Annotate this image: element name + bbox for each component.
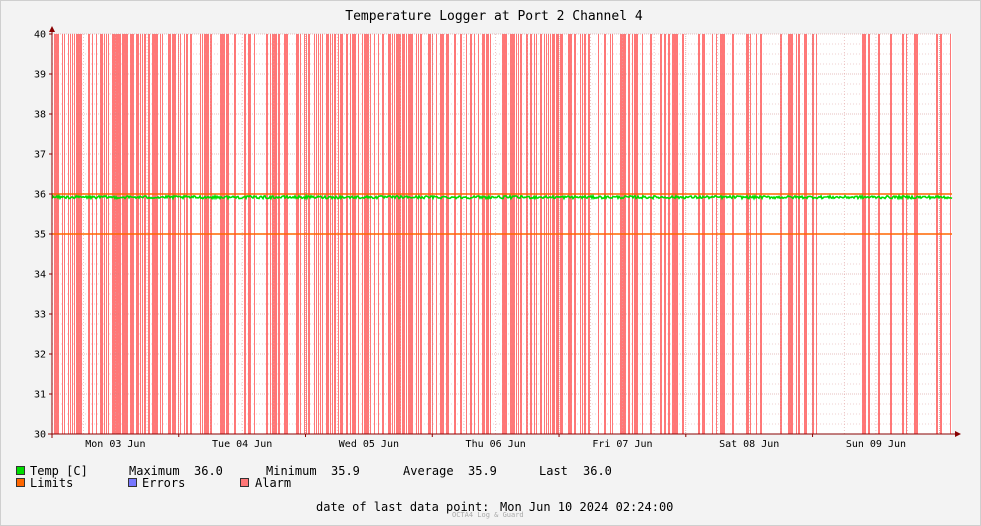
y-tick-label: 37 bbox=[34, 150, 46, 161]
y-tick-label: 40 bbox=[34, 30, 46, 41]
x-tick-label: Thu 06 Jun bbox=[466, 439, 526, 450]
temp-swatch bbox=[16, 466, 25, 475]
y-tick-label: 31 bbox=[34, 390, 46, 401]
chart-svg: Temperature Logger at Port 2 Channel 4 3… bbox=[34, 9, 961, 450]
legend-last-label: Last bbox=[539, 464, 568, 478]
x-tick-layer: Mon 03 Jun Tue 04 Jun Wed 05 Jun Thu 06 Jun… bbox=[51, 434, 906, 450]
series-layer bbox=[51, 193, 953, 201]
y-axis-arrow bbox=[49, 26, 55, 32]
y-tick-label: 30 bbox=[34, 430, 46, 441]
limits-swatch bbox=[16, 478, 25, 487]
legend-temp-label: Temp [C] bbox=[30, 464, 88, 478]
x-tick-label: Wed 05 Jun bbox=[339, 439, 399, 450]
legend-max-label: Maximum bbox=[129, 464, 180, 478]
y-tick-label: 35 bbox=[34, 230, 46, 241]
x-tick-label: Tue 04 Jun bbox=[212, 439, 272, 450]
y-tick-label: 32 bbox=[34, 350, 46, 361]
footer-watermark: OCTA4 Log & Guard bbox=[452, 511, 524, 519]
errors-swatch bbox=[128, 478, 137, 487]
legend-last-value: 36.0 bbox=[583, 464, 612, 478]
limit-layer bbox=[52, 193, 952, 235]
legend-min-value: 35.9 bbox=[331, 464, 360, 478]
temp-series-line bbox=[51, 193, 953, 201]
footer-date-value: Mon Jun 10 2024 02:24:00 bbox=[500, 500, 674, 514]
y-tick-label: 38 bbox=[34, 110, 46, 121]
legend-limits-label: Limits bbox=[30, 476, 74, 490]
legend-min-label: Minimum bbox=[266, 464, 317, 478]
x-axis-arrow bbox=[955, 431, 961, 437]
x-tick-label: Mon 03 Jun bbox=[85, 439, 145, 450]
legend-avg-label: Average bbox=[403, 464, 454, 478]
y-tick-layer: 30 31 32 33 34 35 36 37 38 39 40 bbox=[34, 30, 52, 441]
y-tick-label: 39 bbox=[34, 70, 46, 81]
alarm-swatch bbox=[240, 478, 249, 487]
x-tick-label: Sat 08 Jun bbox=[719, 439, 779, 450]
legend-alarm-label: Alarm bbox=[255, 476, 292, 490]
y-tick-label: 34 bbox=[34, 270, 46, 281]
legend-max-value: 36.0 bbox=[194, 464, 223, 478]
x-tick-label: Fri 07 Jun bbox=[592, 439, 652, 450]
x-tick-label: Sun 09 Jun bbox=[846, 439, 906, 450]
footer-date-label: date of last data point: bbox=[316, 500, 490, 514]
legend-errors-label: Errors bbox=[142, 476, 186, 490]
y-tick-label: 33 bbox=[34, 310, 46, 321]
chart-title: Temperature Logger at Port 2 Channel 4 bbox=[345, 9, 643, 24]
y-tick-label: 36 bbox=[34, 190, 46, 201]
legend-avg-value: 35.9 bbox=[468, 464, 497, 478]
